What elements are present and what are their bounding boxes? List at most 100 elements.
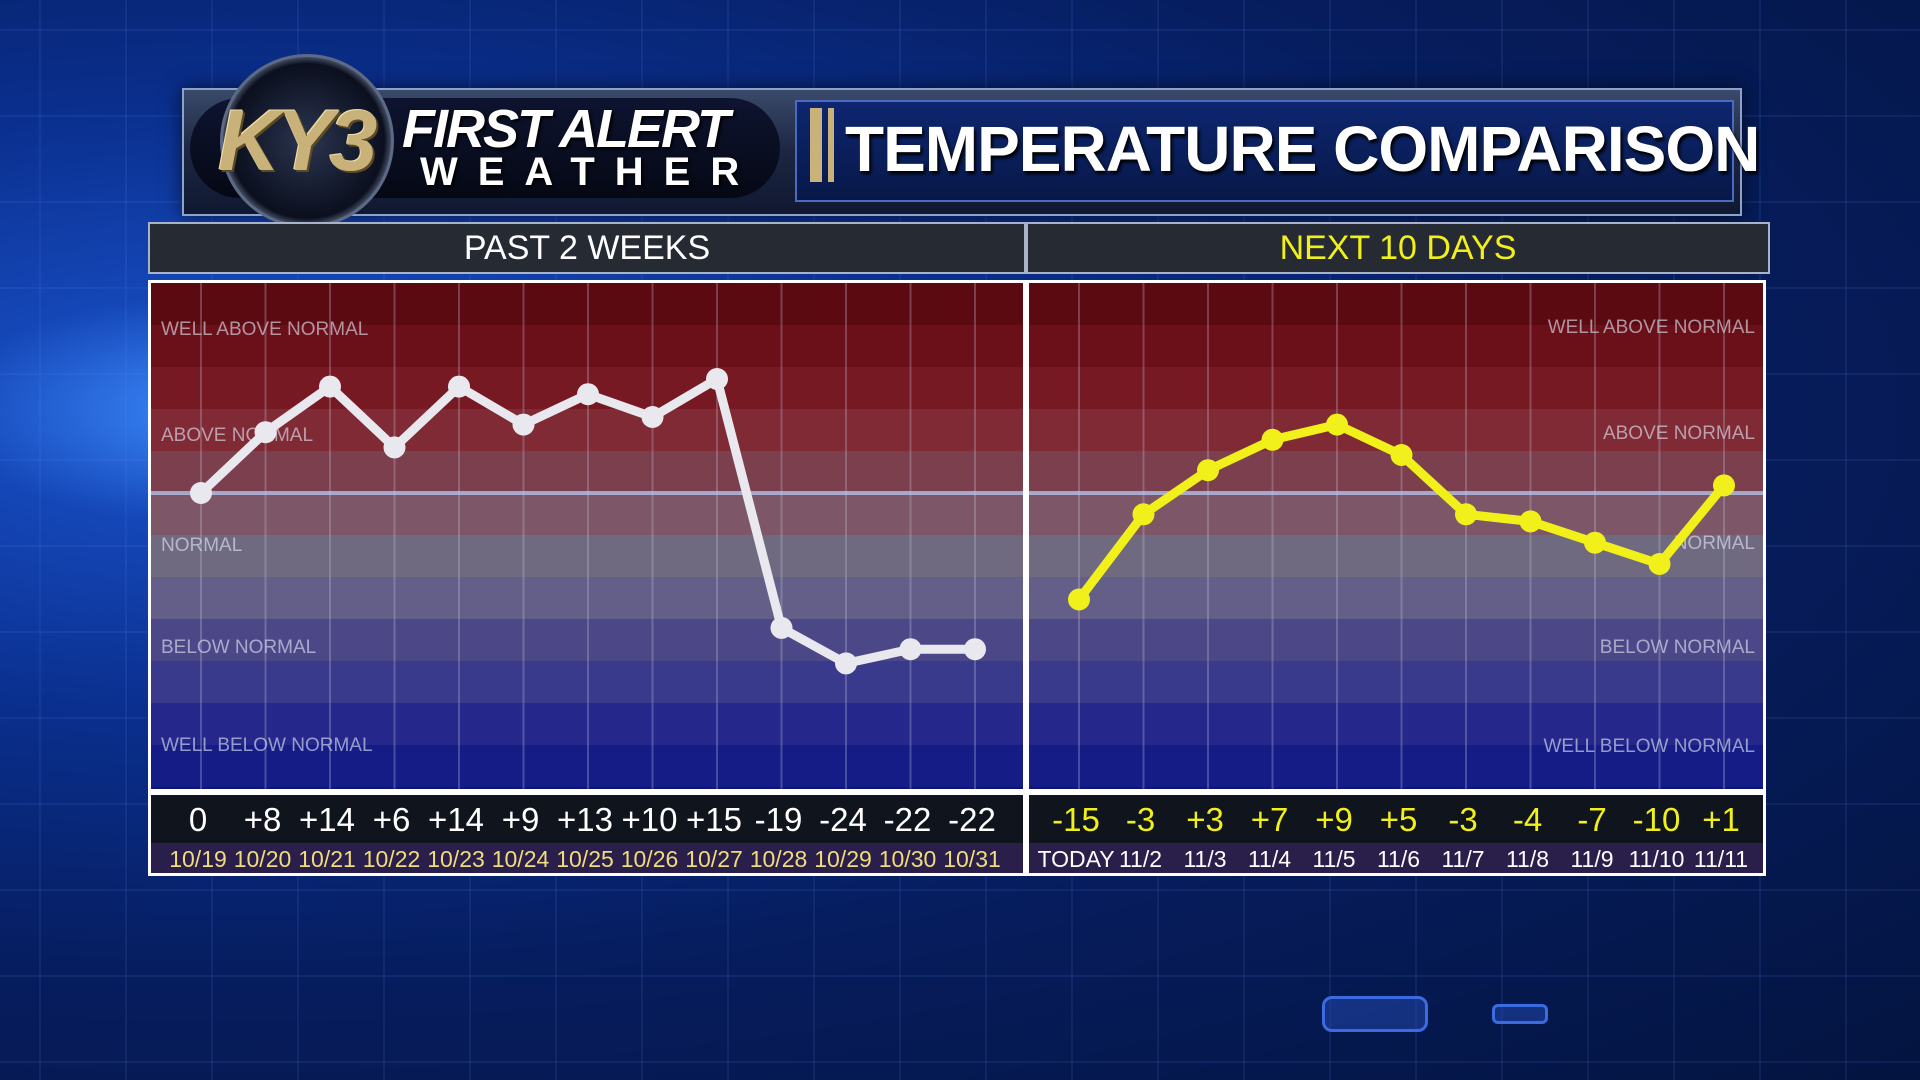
- past-data-point: [319, 375, 341, 398]
- temperature-band: [151, 451, 1023, 493]
- temperature-band: [1029, 577, 1763, 619]
- past-date-label: 10/24: [491, 846, 550, 872]
- next-data-point: [1648, 553, 1671, 575]
- temperature-band: [151, 409, 1023, 451]
- past-band-label-below: BELOW NORMAL: [161, 637, 317, 658]
- past-value-label: +15: [686, 801, 742, 838]
- temperature-band: [1029, 283, 1763, 325]
- page-title: TEMPERATURE COMPARISON: [845, 113, 1760, 185]
- next-chart-plot: WELL ABOVE NORMAL ABOVE NORMAL NORMAL BE…: [1026, 280, 1766, 792]
- next-date-row: TODAY 11/2 11/3 11/4 11/5 11/6 11/7 11/8 11/9 11/…: [1029, 843, 1763, 873]
- past-data-point: [899, 638, 922, 661]
- temperature-band: [151, 283, 1023, 325]
- next-data-point: [1068, 588, 1090, 611]
- next-value-label: +3: [1186, 801, 1224, 838]
- next-band-label-normal: NORMAL: [1673, 533, 1755, 554]
- next-band-label-well-above: WELL ABOVE NORMAL: [1547, 317, 1755, 338]
- temperature-band: [1029, 409, 1763, 451]
- past-data-point: [835, 652, 857, 675]
- nav-button-secondary[interactable]: [1492, 1004, 1548, 1024]
- past-date-label: 10/22: [362, 846, 421, 872]
- temperature-band: [1029, 787, 1763, 789]
- temperature-band: [1029, 661, 1763, 703]
- title-box: [795, 100, 1734, 202]
- past-date-label: 10/25: [556, 846, 614, 872]
- next-data-point: [1584, 531, 1606, 554]
- next-band-label-well-below: WELL BELOW NORMAL: [1543, 736, 1755, 757]
- past-value-label: +9: [501, 801, 540, 838]
- next-band-background: [1029, 283, 1763, 789]
- past-date-row: 10/19 10/20 10/21 10/22 10/23 10/24 10/25 10/26…: [151, 843, 1023, 873]
- logo-weather: WEATHER: [420, 150, 760, 194]
- temperature-band: [151, 703, 1023, 745]
- past-chart-plot: WELL ABOVE NORMAL ABOVE NORMAL NORMAL BE…: [148, 280, 1026, 792]
- temperature-band: [1029, 703, 1763, 745]
- next-date-label: 11/5: [1312, 846, 1356, 872]
- past-data-point: [641, 406, 664, 428]
- temperature-band: [1029, 325, 1763, 367]
- past-date-label: 10/31: [943, 846, 1001, 872]
- past-value-label: -24: [819, 801, 867, 838]
- next-data-point: [1197, 459, 1219, 482]
- temperature-band: [1029, 619, 1763, 661]
- past-data-point: [190, 482, 212, 504]
- past-data-point: [577, 383, 599, 406]
- past-value-label: +14: [428, 801, 484, 838]
- past-value-label: 0: [188, 801, 208, 838]
- next-band-label-below: BELOW NORMAL: [1599, 637, 1755, 658]
- temperature-band: [151, 493, 1023, 535]
- past-value-label: -19: [754, 801, 803, 838]
- logo-first-alert: FIRST ALERT: [402, 99, 730, 159]
- next-date-label: 11/6: [1376, 846, 1421, 872]
- past-value-label: +13: [557, 801, 613, 838]
- logo-brand: KY3: [218, 93, 377, 189]
- past-date-label: 10/19: [169, 846, 227, 872]
- nav-button-primary[interactable]: [1322, 996, 1428, 1032]
- next-date-label: 11/9: [1570, 846, 1614, 872]
- past-chart-svg: [151, 283, 1023, 789]
- next-data-point: [1455, 503, 1477, 526]
- past-data-point: [512, 413, 535, 436]
- next-date-label: 11/3: [1183, 846, 1227, 872]
- temperature-band: [1029, 745, 1763, 787]
- past-data-point: [383, 436, 406, 459]
- past-band-background: [151, 283, 1023, 789]
- next-value-label: -15: [1052, 801, 1100, 838]
- next-band-label-above: ABOVE NORMAL: [1602, 423, 1755, 444]
- next-chart-svg: [1029, 283, 1763, 789]
- next-value-label: -3: [1448, 801, 1478, 838]
- next-date-label: 11/8: [1505, 846, 1550, 872]
- past-data-point: [254, 421, 277, 444]
- next-value-label: +9: [1315, 801, 1353, 838]
- past-band-label-normal: NORMAL: [161, 535, 242, 557]
- next-value-label: -7: [1577, 801, 1607, 838]
- past-date-label: 10/30: [878, 846, 937, 872]
- past-value-label: +10: [621, 801, 678, 838]
- past-data-point: [770, 616, 793, 639]
- next-date-label: 11/11: [1693, 846, 1749, 872]
- temperature-band: [151, 745, 1023, 787]
- temperature-band: [151, 577, 1023, 619]
- next-values-table: -15 -3 +3 +7 +9 +5 -3 -4 -7 -10 +1 TODAY 11/2 11/3 11…: [1026, 792, 1766, 876]
- next-date-label: 11/4: [1247, 846, 1292, 872]
- past-date-label: 10/29: [814, 846, 872, 872]
- next-value-label: -3: [1125, 801, 1156, 838]
- temperature-band: [151, 325, 1023, 367]
- past-date-label: 10/28: [749, 846, 808, 872]
- next-data-point: [1390, 444, 1413, 466]
- temperature-band: [1029, 367, 1763, 409]
- past-band-label-well-above: WELL ABOVE NORMAL: [161, 319, 369, 340]
- past-data-point: [964, 638, 986, 661]
- next-date-label: 11/10: [1628, 846, 1685, 872]
- past-panel-title: PAST 2 WEEKS: [148, 222, 1026, 274]
- past-date-label: 10/23: [427, 846, 485, 872]
- logo-emblem: [220, 54, 394, 228]
- next-data-point: [1326, 413, 1348, 436]
- past-value-row: 0 +8 +14 +6 +14 +9 +13 +10 +15 -19 -24 -22 -22: [151, 795, 1023, 843]
- past-date-label: 10/27: [685, 846, 743, 872]
- next-data-point: [1713, 474, 1735, 497]
- next-value-label: +5: [1379, 801, 1418, 838]
- title-accent-bar: [810, 108, 822, 182]
- next-value-row: -15 -3 +3 +7 +9 +5 -3 -4 -7 -10 +1: [1029, 795, 1763, 843]
- next-date-label: 11/2: [1118, 846, 1163, 872]
